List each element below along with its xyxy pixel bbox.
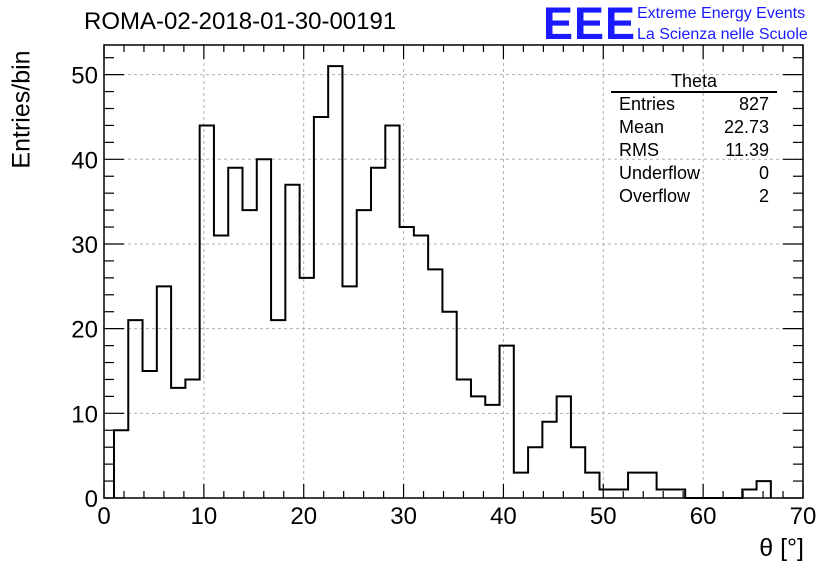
histogram-bin <box>471 396 485 498</box>
stats-value: 11.39 <box>725 140 769 160</box>
histogram-bin <box>328 66 342 498</box>
histogram-bin <box>300 278 314 498</box>
stats-row-entries: Entries 827 <box>611 93 777 116</box>
x-tick-label: 70 <box>790 503 817 530</box>
x-tick-label: 60 <box>690 503 717 530</box>
histogram-bin <box>285 185 299 498</box>
histogram-bin <box>428 269 442 498</box>
histogram-bin <box>128 320 142 498</box>
logo-line-2: La Scienza nelle Scuole <box>637 26 808 43</box>
chart-title: ROMA-02-2018-01-30-00191 <box>84 8 397 35</box>
histogram-bin <box>342 286 356 498</box>
histogram-outline <box>112 65 772 499</box>
histogram-bin <box>457 379 471 498</box>
histogram-bin <box>757 481 771 498</box>
histogram-bin <box>500 346 514 498</box>
stats-box: Theta Entries 827 Mean 22.73 RMS 11.39 U… <box>611 72 777 208</box>
y-tick-label: 40 <box>71 147 98 174</box>
y-axis-label: Entries/bin <box>7 50 36 169</box>
stats-value: 2 <box>758 186 769 206</box>
y-tick-label: 10 <box>71 401 98 428</box>
logo-line-1: Extreme Energy Events <box>637 5 806 22</box>
histogram-bin <box>599 490 613 498</box>
histogram-bin <box>614 490 628 498</box>
histogram-bin <box>271 320 285 498</box>
histogram-bin <box>514 473 528 498</box>
x-tick-label: 30 <box>390 503 417 530</box>
x-tick-label: 10 <box>191 503 218 530</box>
stats-row-overflow: Overflow 2 <box>611 185 777 208</box>
histogram-bin <box>371 168 385 498</box>
histogram-bin <box>157 286 171 498</box>
histogram-bin <box>628 473 642 498</box>
histogram-bin <box>385 125 399 498</box>
histogram-bin <box>585 473 599 498</box>
x-tick-label: 40 <box>490 503 517 530</box>
histogram-bin <box>400 227 414 498</box>
histogram-bin <box>143 371 157 498</box>
histogram-bin <box>542 422 556 498</box>
y-tick-label: 30 <box>71 232 98 259</box>
stats-label: Entries <box>619 94 676 114</box>
histogram-bin <box>742 490 756 498</box>
stats-label: RMS <box>619 140 659 160</box>
histogram-bin <box>214 236 228 498</box>
histogram-bin <box>228 168 242 498</box>
histogram-bin <box>528 447 542 498</box>
y-tick-label: 20 <box>71 317 98 344</box>
histogram-bin <box>485 405 499 498</box>
x-tick-label: 0 <box>97 503 110 530</box>
stats-row-underflow: Underflow 0 <box>611 162 777 185</box>
plot-frame <box>103 44 804 499</box>
histogram-bin <box>557 396 571 498</box>
histogram-bin <box>171 388 185 498</box>
y-tick-label: 0 <box>85 486 98 513</box>
histogram-bin <box>114 430 128 498</box>
histogram-bin <box>200 125 214 498</box>
histogram-bin <box>571 447 585 498</box>
eee-logo: EEE <box>543 0 637 49</box>
stats-row-mean: Mean 22.73 <box>611 116 777 139</box>
histogram-bin <box>442 312 456 498</box>
stats-row-rms: RMS 11.39 <box>611 139 777 162</box>
y-tick-label: 50 <box>71 63 98 90</box>
x-tick-label: 50 <box>590 503 617 530</box>
stats-box-title: Theta <box>611 72 777 93</box>
histogram-bin <box>642 473 656 498</box>
stats-value: 22.73 <box>723 117 769 137</box>
stats-value: 827 <box>738 94 769 114</box>
stats-label: Overflow <box>619 186 691 206</box>
histogram-bin <box>357 210 371 498</box>
histogram-bin <box>185 379 199 498</box>
x-tick-label: 20 <box>290 503 317 530</box>
stats-value: 0 <box>758 163 769 183</box>
stats-label: Mean <box>619 117 665 137</box>
x-axis-label: θ [°] <box>759 534 804 562</box>
histogram-bin <box>243 210 257 498</box>
histogram-bin <box>314 117 328 498</box>
stats-label: Underflow <box>619 163 701 183</box>
histogram-bin <box>414 236 428 498</box>
